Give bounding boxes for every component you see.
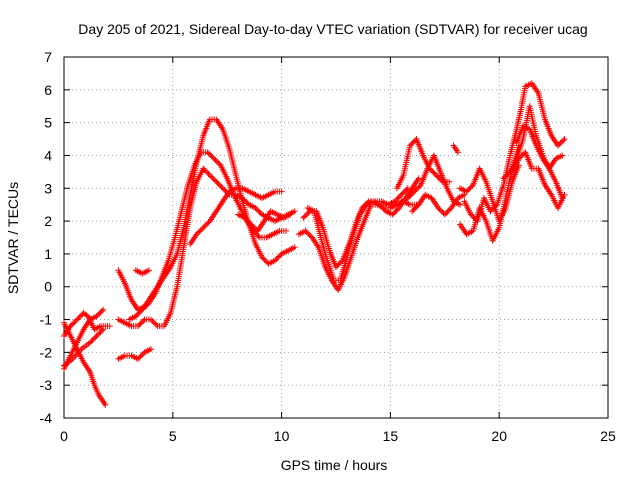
- grid: [64, 57, 608, 418]
- plot-frame: [63, 56, 609, 419]
- y-tick-label: 7: [44, 49, 52, 65]
- series-markers: [393, 136, 453, 192]
- series-markers: [126, 149, 289, 323]
- y-tick-label: -4: [40, 410, 53, 426]
- y-tick-label: 3: [44, 180, 52, 196]
- x-tick-label: 0: [60, 428, 68, 444]
- series-arc-17: [409, 191, 468, 218]
- series-markers: [115, 346, 154, 362]
- y-tick-label: 2: [44, 213, 52, 229]
- x-tick-label: 25: [600, 428, 616, 444]
- series-markers: [187, 185, 285, 248]
- y-tick-label: 4: [44, 147, 52, 163]
- y-tick-label: -2: [40, 344, 53, 360]
- series-markers: [509, 149, 568, 211]
- series-arc-12: [296, 198, 420, 293]
- y-tick-label: 1: [44, 246, 52, 262]
- series-arc-4: [61, 326, 107, 369]
- data-markers: [61, 80, 568, 408]
- series-markers: [513, 122, 566, 202]
- series-arc-21: [461, 80, 568, 225]
- series-markers: [296, 198, 420, 293]
- y-tick-label: 5: [44, 115, 52, 131]
- series-arc-3: [61, 310, 113, 339]
- y-axis-tick-labels: -4 -3 -2 -1 0 1 2 3 4 5 6 7: [40, 49, 53, 426]
- series-markers: [235, 208, 294, 234]
- series-arc-9: [132, 267, 152, 277]
- x-tick-label: 5: [169, 428, 177, 444]
- series-markers: [398, 152, 463, 208]
- series-arc-15: [393, 136, 453, 192]
- x-tick-label: 20: [491, 428, 507, 444]
- axis-ticks: [63, 56, 609, 419]
- x-axis-title: GPS time / hours: [281, 457, 388, 473]
- y-tick-label: -1: [40, 312, 53, 328]
- series-arc-8: [115, 346, 154, 362]
- series-arc-10: [187, 185, 285, 248]
- x-tick-label: 10: [274, 428, 290, 444]
- series-markers: [409, 191, 468, 218]
- series-markers: [61, 326, 107, 369]
- series-arc-6: [126, 149, 289, 323]
- y-tick-label: 6: [44, 82, 52, 98]
- x-axis-tick-labels: 0 5 10 15 20 25: [60, 428, 616, 444]
- series-markers: [61, 310, 113, 339]
- series-markers: [461, 80, 568, 225]
- series-arc-11: [235, 208, 294, 234]
- y-tick-label: -3: [40, 377, 53, 393]
- y-axis-title: SDTVAR / TECUs: [5, 182, 21, 294]
- x-tick-label: 15: [383, 428, 399, 444]
- series-markers: [132, 267, 152, 277]
- series-arc-18: [450, 142, 461, 156]
- series-markers: [450, 142, 461, 156]
- y-tick-label: 0: [44, 279, 52, 295]
- chart-title: Day 205 of 2021, Sidereal Day-to-day VTE…: [78, 21, 587, 37]
- series-arc-23: [509, 149, 568, 211]
- series-arc-24: [513, 122, 566, 202]
- series-arc-16: [398, 152, 463, 208]
